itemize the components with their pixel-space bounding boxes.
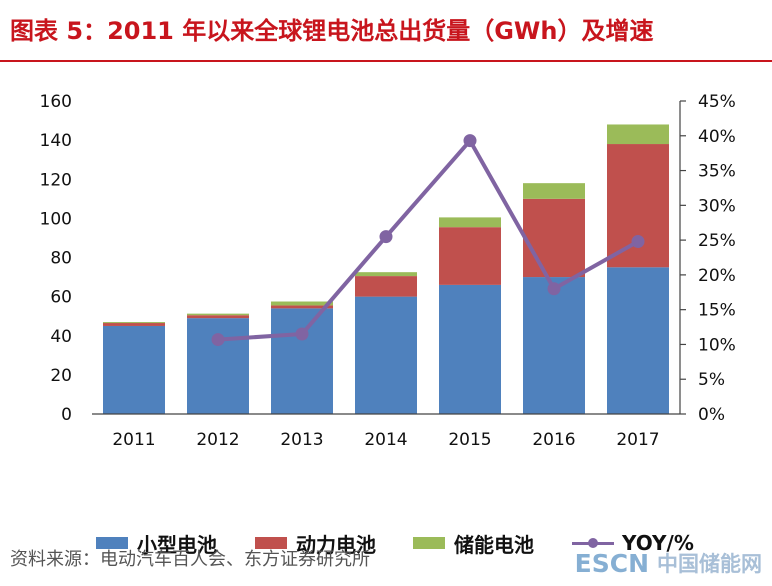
bar-segment-储能电池	[523, 183, 585, 199]
legend-label-storage-battery: 储能电池	[454, 532, 534, 557]
bar-segment-小型电池	[187, 318, 249, 414]
bar-segment-动力电池	[607, 144, 669, 268]
legend-swatch-power-battery	[255, 537, 287, 549]
right-tick-label: 40%	[698, 127, 736, 147]
left-tick-label: 140	[40, 131, 72, 151]
bar-segment-小型电池	[607, 267, 669, 414]
yoy-point	[211, 333, 225, 347]
bar-segment-小型电池	[103, 325, 165, 414]
right-tick-label: 15%	[698, 301, 736, 321]
legend-swatch-small-battery	[96, 537, 128, 549]
left-tick-label: 160	[40, 92, 72, 112]
title-text: 2011 年以来全球锂电池总出货量（GWh）及增速	[107, 17, 654, 45]
right-tick-label: 30%	[698, 196, 736, 216]
bar-segment-动力电池	[439, 227, 501, 285]
bar-segment-小型电池	[271, 308, 333, 414]
watermark-cn: 中国储能网	[657, 552, 762, 576]
bar-segment-小型电池	[355, 296, 417, 414]
stacked-bar-line-chart: 0 20 40 60 80 100 120 140 160 0% 5% 10% 15% 20% 25% 30…	[40, 92, 736, 450]
bar-segment-储能电池	[187, 313, 249, 316]
left-tick-label: 120	[40, 170, 72, 190]
left-tick-label: 0	[61, 405, 72, 425]
x-tick-label: 2013	[280, 430, 323, 450]
bar-segment-储能电池	[439, 217, 501, 228]
right-tick-label: 0%	[698, 405, 725, 425]
bar-segment-储能电池	[607, 124, 669, 145]
x-axis-labels: 2011 2012 2013 2014 2015 2016 2017	[112, 430, 659, 450]
yoy-line-series	[211, 134, 645, 347]
left-tick-label: 20	[50, 366, 72, 386]
bar-series	[103, 124, 669, 414]
x-tick-label: 2017	[616, 430, 659, 450]
yoy-point	[547, 282, 561, 296]
bar-segment-小型电池	[523, 277, 585, 414]
legend-label-yoy: YOY/%	[622, 531, 694, 555]
yoy-point	[631, 235, 645, 249]
legend-swatch-storage-battery	[413, 537, 445, 549]
watermark: ESCN 中国储能网	[575, 550, 762, 578]
bar-segment-动力电池	[523, 198, 585, 278]
left-tick-label: 80	[50, 249, 72, 269]
left-axis-labels: 0 20 40 60 80 100 120 140 160	[40, 92, 72, 425]
right-tick-label: 35%	[698, 162, 736, 182]
right-tick-label: 25%	[698, 231, 736, 251]
chart-title: 图表 5：2011 年以来全球锂电池总出货量（GWh）及增速	[10, 16, 653, 46]
figure-label: 图表 5：	[10, 17, 108, 45]
yoy-point	[379, 230, 393, 244]
x-tick-label: 2015	[448, 430, 491, 450]
watermark-brand: ESCN	[574, 549, 649, 578]
left-tick-label: 40	[50, 327, 72, 347]
bar-segment-动力电池	[187, 315, 249, 319]
right-tick-label: 45%	[698, 92, 736, 112]
left-tick-label: 100	[40, 209, 72, 229]
right-tick-label: 20%	[698, 266, 736, 286]
yoy-point	[295, 327, 309, 341]
legend-label-power-battery: 动力电池	[296, 532, 376, 557]
left-tick-label: 60	[50, 288, 72, 308]
right-axis-labels: 0% 5% 10% 15% 20% 25% 30% 35% 40% 45%	[698, 92, 736, 425]
legend-item-power-battery: 动力电池	[255, 528, 376, 558]
legend-item-storage-battery: 储能电池	[413, 528, 534, 558]
yoy-point	[463, 134, 477, 148]
right-tick-label: 5%	[698, 370, 725, 390]
x-tick-label: 2016	[532, 430, 575, 450]
legend-item-yoy: YOY/%	[572, 528, 694, 558]
bar-segment-动力电池	[271, 305, 333, 309]
title-divider	[0, 60, 772, 62]
legend: 小型电池 动力电池 储能电池 YOY/%	[0, 528, 772, 558]
bar-segment-储能电池	[355, 272, 417, 277]
legend-label-small-battery: 小型电池	[137, 532, 217, 557]
right-axis	[679, 100, 686, 415]
x-tick-label: 2014	[364, 430, 407, 450]
x-tick-label: 2012	[196, 430, 239, 450]
bar-segment-储能电池	[271, 301, 333, 306]
legend-line-yoy	[572, 535, 614, 551]
bar-segment-动力电池	[103, 323, 165, 326]
right-tick-label: 10%	[698, 335, 736, 355]
legend-item-small-battery: 小型电池	[96, 528, 217, 558]
source-note: 资料来源：电动汽车百人会、东方证券研究所	[10, 549, 370, 570]
x-tick-label: 2011	[112, 430, 155, 450]
yoy-line	[216, 138, 640, 342]
bar-segment-储能电池	[103, 322, 165, 324]
chart-area: 0 20 40 60 80 100 120 140 160 0% 5% 10% 15% 20% 25% 30…	[0, 62, 772, 557]
bar-segment-小型电池	[439, 284, 501, 414]
bar-segment-动力电池	[355, 276, 417, 297]
